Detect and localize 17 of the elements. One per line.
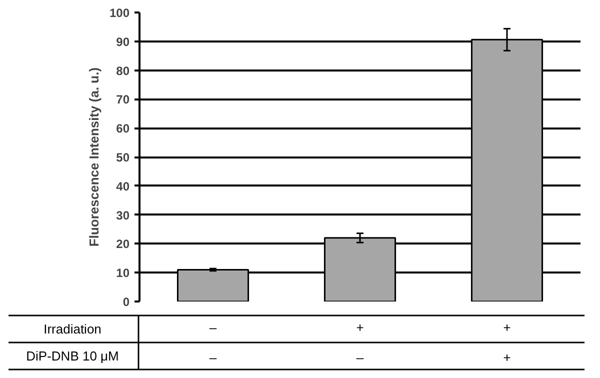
y-axis-title: Fluorescence Intensity (a. u.) (86, 67, 102, 247)
y-tick-label: 50 (116, 150, 130, 164)
y-tick-label: 10 (116, 266, 130, 280)
x-tick-label: + – (356, 320, 364, 365)
y-tick-label: 60 (116, 122, 130, 136)
y-tick-label: 40 (116, 179, 130, 194)
y-tick-label: 30 (116, 208, 130, 222)
y-tick-label: 90 (116, 34, 130, 49)
x-tick-label: + + (503, 320, 511, 365)
y-tick-label: 0 (122, 295, 130, 309)
y-tick-label: 100 (109, 6, 130, 20)
text: DiP-DNB 10 μM (26, 348, 119, 364)
y-tick-label: 20 (116, 237, 130, 252)
y-tick-label: 70 (116, 92, 130, 107)
x-tick-label: – – (209, 320, 218, 365)
text: Irradiation (44, 322, 102, 336)
y-tick-label: 80 (116, 64, 130, 78)
